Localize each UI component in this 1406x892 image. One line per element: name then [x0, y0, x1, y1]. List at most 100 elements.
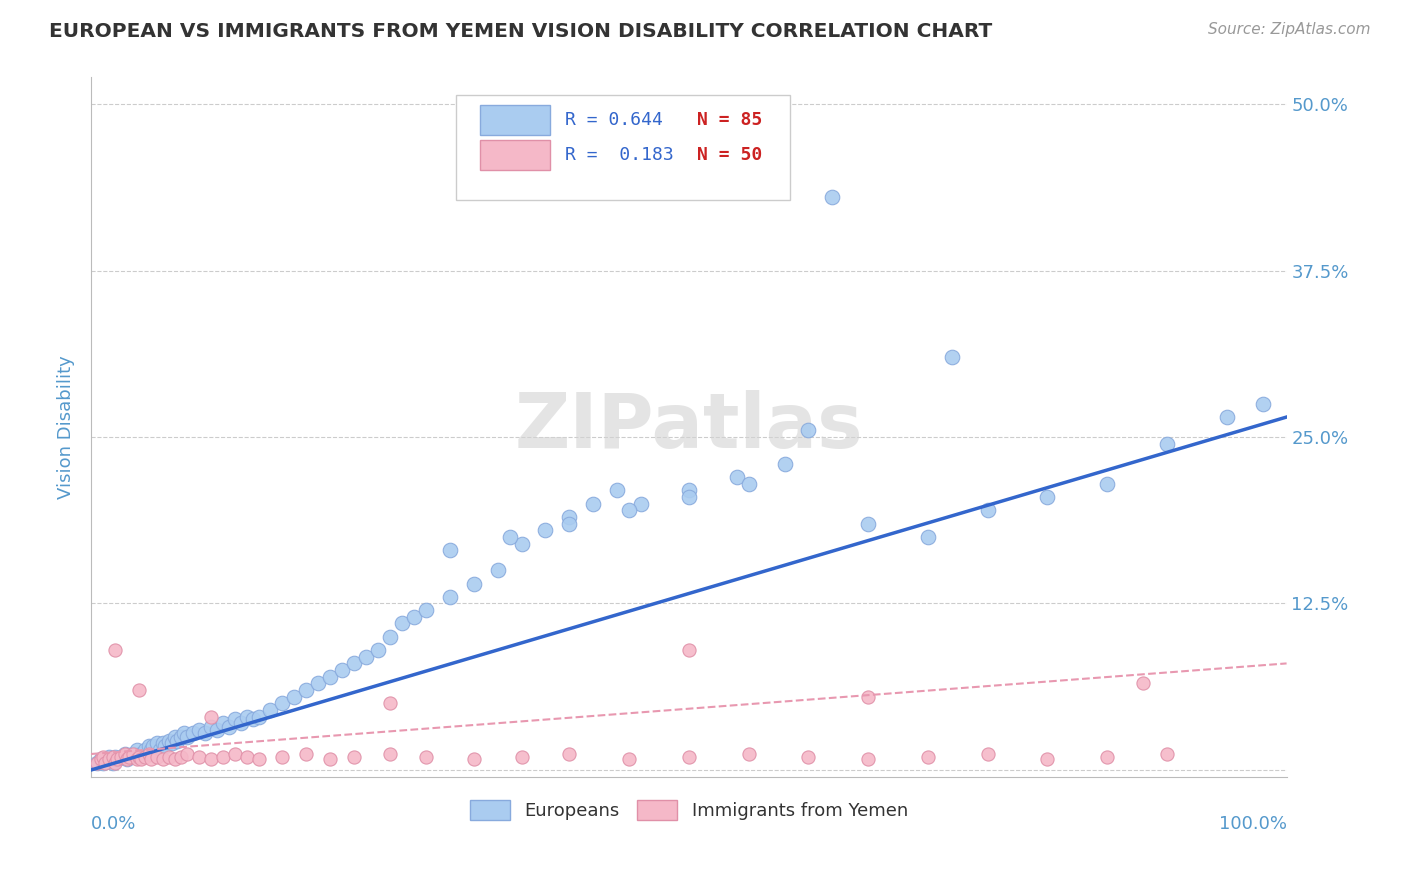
Point [122, 747, 145, 761]
Point [131, 752, 153, 766]
Point [391, 616, 413, 631]
Text: R =  0.183: R = 0.183 [565, 146, 673, 164]
FancyBboxPatch shape [456, 95, 790, 200]
Point [107, 752, 129, 766]
Point [678, 643, 700, 657]
Point [977, 503, 1000, 517]
Point [104, 756, 127, 771]
Point [134, 749, 156, 764]
Point [131, 747, 153, 761]
Point [128, 749, 150, 764]
Point [101, 756, 124, 771]
Point [725, 470, 748, 484]
Point [218, 720, 240, 734]
Point [678, 483, 700, 498]
Point [378, 747, 401, 761]
Point [1251, 397, 1274, 411]
Point [157, 749, 180, 764]
Point [125, 752, 148, 766]
Point [224, 712, 246, 726]
Point [307, 676, 329, 690]
Point [941, 350, 963, 364]
Point [678, 749, 700, 764]
Point [917, 530, 939, 544]
Point [558, 510, 581, 524]
Point [856, 516, 879, 531]
Point [187, 723, 209, 737]
Point [138, 747, 160, 761]
Point [138, 739, 160, 753]
Point [114, 747, 136, 761]
Text: EUROPEAN VS IMMIGRANTS FROM YEMEN VISION DISABILITY CORRELATION CHART: EUROPEAN VS IMMIGRANTS FROM YEMEN VISION… [49, 22, 993, 41]
Point [166, 733, 188, 747]
Text: 100.0%: 100.0% [1219, 815, 1286, 833]
Point [125, 743, 148, 757]
Point [247, 709, 270, 723]
Point [1156, 747, 1178, 761]
Point [101, 749, 124, 764]
Point [104, 643, 127, 657]
Point [367, 643, 389, 657]
Point [152, 752, 174, 766]
Point [128, 749, 150, 764]
Point [439, 543, 461, 558]
Text: ZIPatlas: ZIPatlas [515, 390, 863, 464]
Point [86, 756, 108, 771]
Point [737, 476, 759, 491]
Point [797, 423, 820, 437]
Point [977, 747, 1000, 761]
Point [534, 523, 557, 537]
Point [200, 720, 222, 734]
Point [90, 752, 112, 766]
Point [163, 730, 186, 744]
Point [139, 752, 162, 766]
Point [630, 497, 652, 511]
Point [229, 716, 252, 731]
Point [118, 749, 141, 764]
Point [90, 752, 112, 766]
Point [110, 749, 132, 764]
Text: N = 50: N = 50 [697, 146, 762, 164]
Point [319, 670, 342, 684]
Point [463, 576, 485, 591]
Point [115, 752, 138, 766]
Point [582, 497, 605, 511]
Point [343, 657, 366, 671]
Point [402, 609, 425, 624]
Point [242, 712, 264, 726]
Point [139, 743, 162, 757]
Point [1156, 436, 1178, 450]
Point [118, 749, 141, 764]
Point [558, 516, 581, 531]
Point [152, 736, 174, 750]
Point [498, 530, 520, 544]
Point [486, 563, 509, 577]
Point [115, 752, 138, 766]
Point [856, 752, 879, 766]
Point [107, 752, 129, 766]
Point [1036, 752, 1059, 766]
Point [149, 743, 172, 757]
Point [283, 690, 305, 704]
Point [917, 749, 939, 764]
Point [86, 756, 108, 771]
Point [211, 716, 233, 731]
Point [110, 749, 132, 764]
Point [98, 752, 121, 766]
Point [91, 756, 114, 771]
Point [606, 483, 628, 498]
Point [162, 736, 184, 750]
Point [146, 749, 169, 764]
Point [163, 752, 186, 766]
Point [170, 730, 193, 744]
Point [378, 630, 401, 644]
Point [91, 749, 114, 764]
Point [176, 730, 198, 744]
Point [558, 747, 581, 761]
Text: Source: ZipAtlas.com: Source: ZipAtlas.com [1208, 22, 1371, 37]
Text: 0.0%: 0.0% [91, 815, 136, 833]
Text: N = 85: N = 85 [697, 112, 762, 129]
Point [821, 190, 844, 204]
Point [439, 590, 461, 604]
Point [463, 752, 485, 766]
